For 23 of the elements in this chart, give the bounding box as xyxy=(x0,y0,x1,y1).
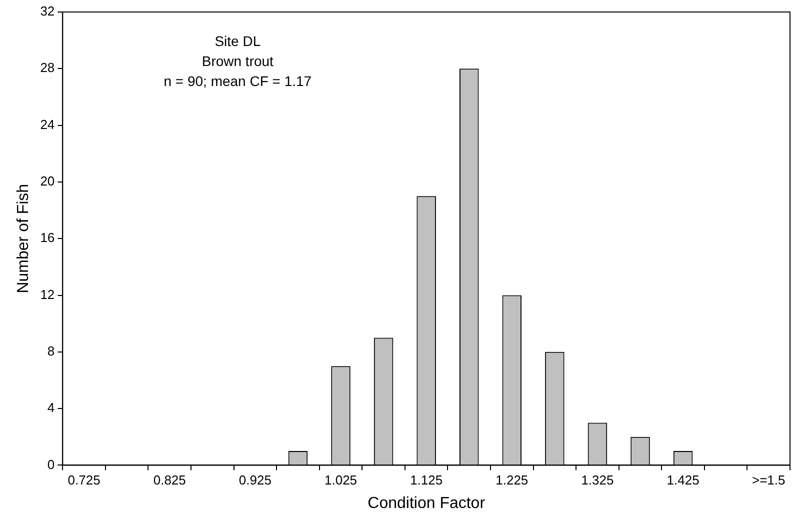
x-axis-title: Condition Factor xyxy=(368,494,486,512)
x-tick-label: 0.725 xyxy=(68,472,100,488)
y-tick-label: 16 xyxy=(40,230,55,246)
x-tick-label: 1.025 xyxy=(324,472,358,488)
x-tick-label: 0.925 xyxy=(238,472,272,488)
y-tick-label: 32 xyxy=(40,4,55,19)
y-tick-label: 8 xyxy=(47,343,55,358)
annotation: Site DL xyxy=(214,32,261,49)
x-tick-label: 1.225 xyxy=(496,472,528,488)
y-tick-label: 12 xyxy=(40,286,55,302)
y-tick-label: 28 xyxy=(40,60,55,76)
x-tick-label: 1.425 xyxy=(666,472,700,488)
y-tick-label: 0 xyxy=(47,456,55,472)
y-tick-label: 20 xyxy=(40,174,55,189)
y-tick-label: 24 xyxy=(40,116,55,132)
x-tick-label: 1.325 xyxy=(581,472,614,488)
annotation: Brown trout xyxy=(202,52,274,69)
annotation: n = 90; mean CF = 1.17 xyxy=(164,72,312,89)
x-tick-label: 1.125 xyxy=(410,472,443,488)
x-tick-label: >=1.5 xyxy=(752,472,786,488)
y-axis-title: Number of Fish xyxy=(15,184,32,294)
y-tick-label: 4 xyxy=(47,400,55,416)
x-tick-label: 0.825 xyxy=(153,472,186,488)
